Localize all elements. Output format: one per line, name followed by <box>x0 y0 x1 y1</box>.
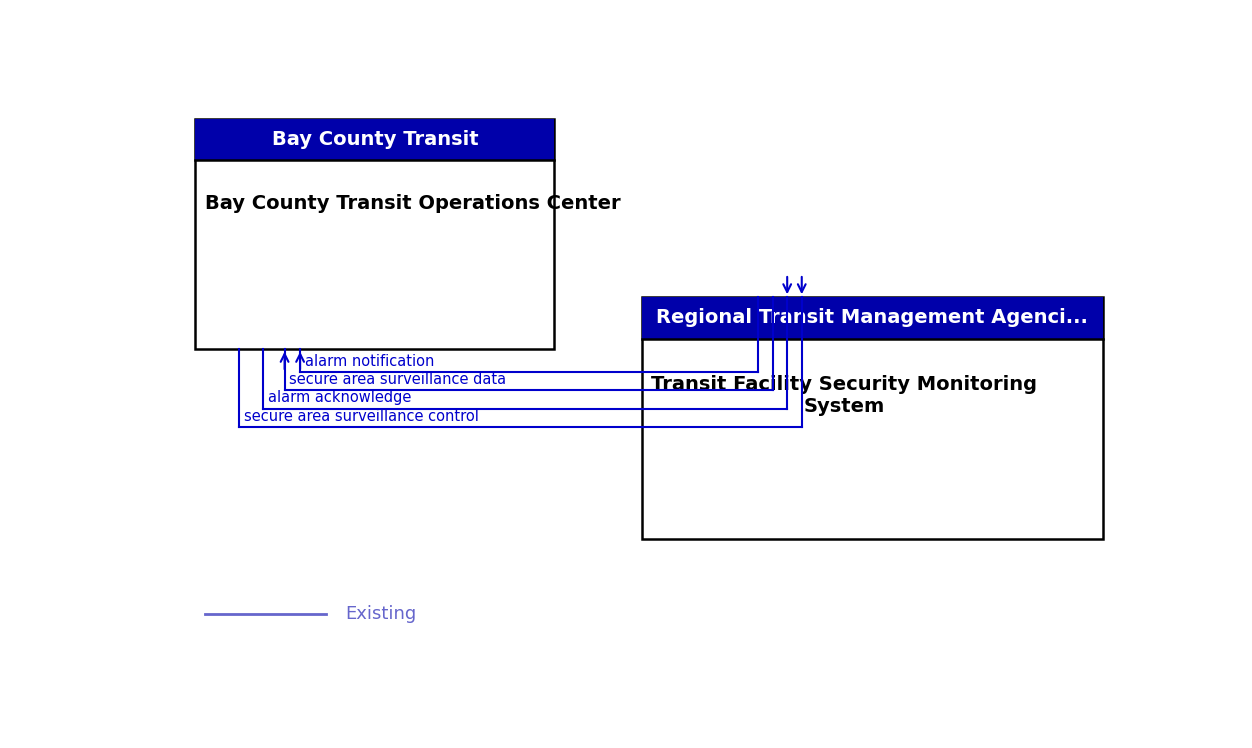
Bar <box>195 119 555 349</box>
Bar <box>641 297 1103 339</box>
Text: alarm notification: alarm notification <box>305 354 434 369</box>
Text: secure area surveillance data: secure area surveillance data <box>289 372 507 387</box>
Bar <box>195 118 555 160</box>
Bar <box>641 297 1103 539</box>
Text: secure area surveillance control: secure area surveillance control <box>244 409 478 424</box>
Text: Transit Facility Security Monitoring
System: Transit Facility Security Monitoring Sys… <box>651 375 1038 416</box>
Text: Bay County Transit Operations Center: Bay County Transit Operations Center <box>205 194 621 213</box>
Text: Regional Transit Management Agenci...: Regional Transit Management Agenci... <box>656 308 1088 328</box>
Text: alarm acknowledge: alarm acknowledge <box>268 390 412 405</box>
Text: Bay County Transit: Bay County Transit <box>272 130 478 149</box>
Text: Existing: Existing <box>346 605 417 623</box>
